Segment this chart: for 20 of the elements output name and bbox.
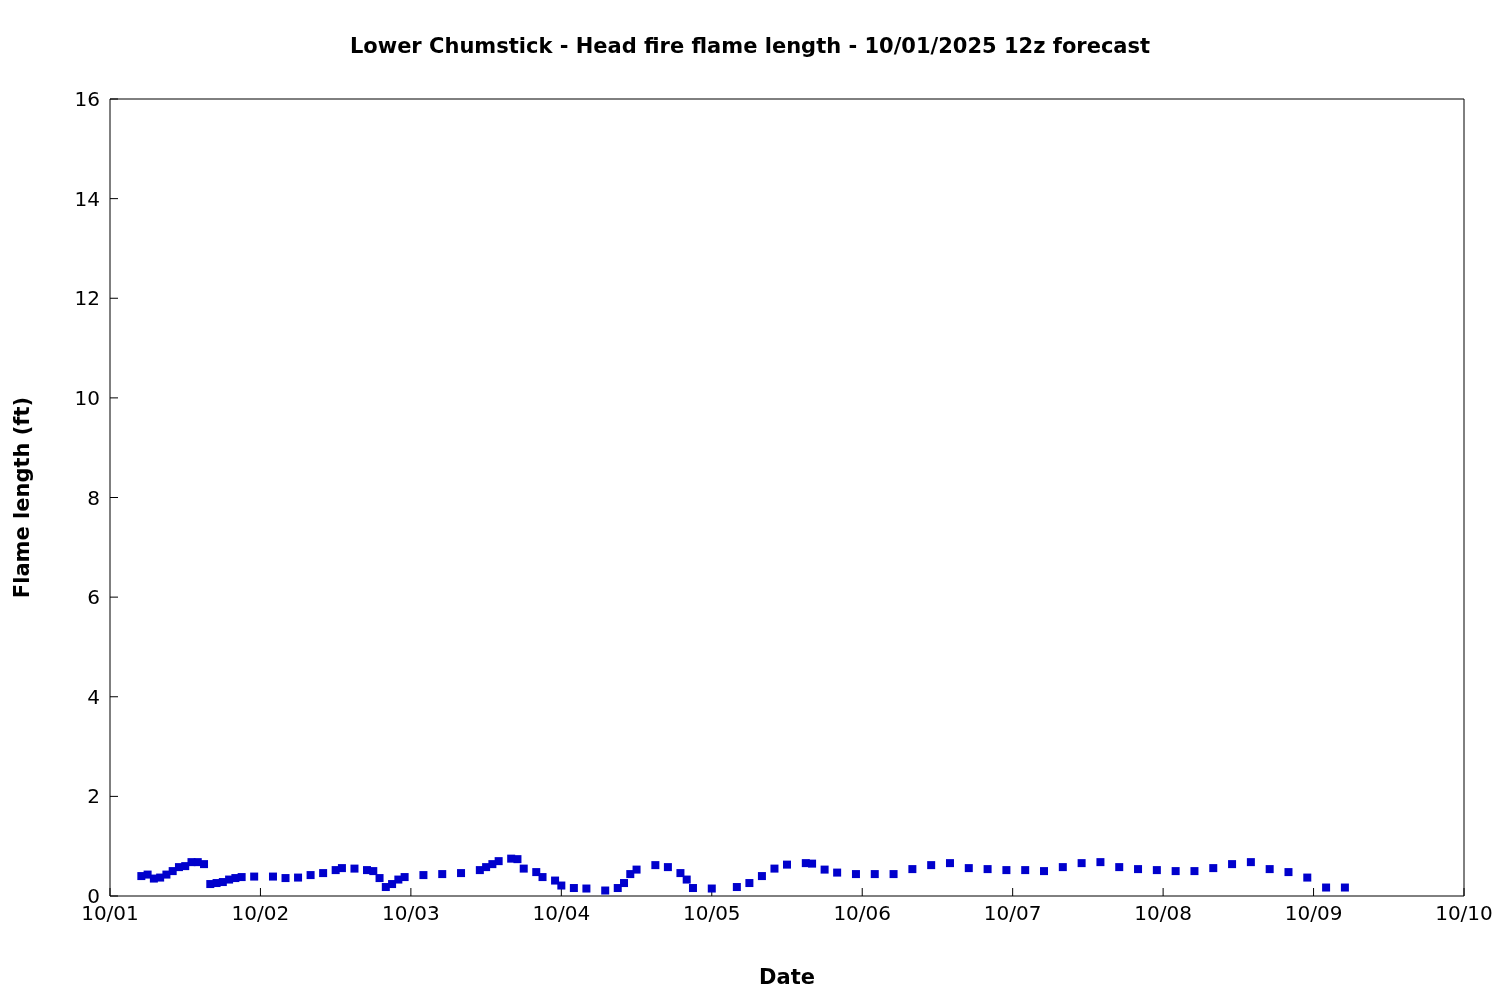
y-tick-label: 4 — [87, 684, 100, 709]
y-tick-label: 12 — [74, 286, 100, 311]
y-tick-label: 2 — [87, 784, 100, 809]
x-tick-label: 10/03 — [382, 901, 440, 926]
y-tick-label: 10 — [74, 385, 100, 410]
y-axis-title: Flame length (ft) — [10, 396, 35, 599]
x-tick-label: 10/06 — [833, 901, 892, 926]
y-tick-label: 16 — [74, 87, 100, 112]
x-tick-label: 10/07 — [983, 901, 1042, 926]
y-tick-label: 6 — [87, 585, 100, 610]
y-tick-label: 14 — [74, 186, 100, 211]
x-tick-label: 10/02 — [231, 901, 290, 926]
x-tick-label: 10/05 — [682, 901, 741, 926]
y-tick-label: 8 — [87, 485, 100, 510]
x-tick-label: 10/10 — [1435, 901, 1493, 926]
chart-title: Lower Chumstick - Head fire flame length - 10/01/2025 12z forecast — [348, 34, 1152, 58]
x-tick-label: 10/04 — [532, 901, 591, 926]
x-tick-label: 10/09 — [1284, 901, 1343, 926]
x-axis-title: Date — [759, 965, 815, 989]
x-tick-label: 10/08 — [1134, 901, 1192, 926]
